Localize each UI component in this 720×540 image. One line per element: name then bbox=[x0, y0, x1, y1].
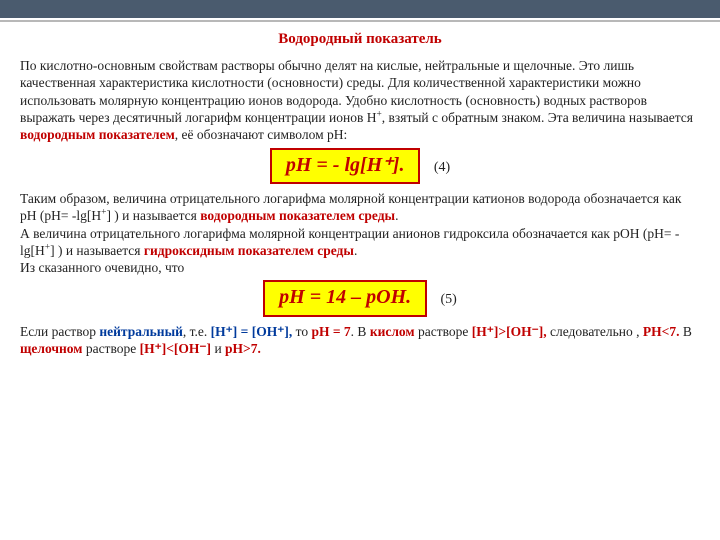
term-acidic: кислом bbox=[370, 324, 415, 339]
formula-ph-definition: pH = - lg[H⁺]. bbox=[270, 148, 421, 185]
text: Если раствор bbox=[20, 324, 99, 339]
equation-number-4: (4) bbox=[434, 159, 450, 177]
text: , взятый с обратным знаком. Эта величина… bbox=[382, 110, 693, 125]
text: и bbox=[211, 341, 225, 356]
text: . bbox=[395, 208, 398, 223]
term-vodorodnym-pokazatelem: водородным показателем bbox=[20, 127, 175, 142]
title: Водородный показатель bbox=[20, 30, 700, 49]
text: ] ) и называется bbox=[106, 208, 200, 223]
formula-row-1: pH = - lg[H⁺]. (4) bbox=[20, 148, 700, 185]
eq-h-oh: [H⁺] = [OH⁺], bbox=[211, 324, 293, 339]
eq-ph-gt7: pH>7. bbox=[225, 341, 261, 356]
term-neutral: нейтральный bbox=[99, 324, 183, 339]
para-intro: По кислотно-основным свойствам растворы … bbox=[20, 57, 700, 143]
text: , т.е. bbox=[183, 324, 211, 339]
equation-number-5: (5) bbox=[441, 291, 457, 309]
para-poh-meaning: А величина отрицательного логарифма моля… bbox=[20, 225, 700, 260]
term-gidroksidnym-pokazatelem-sredy: гидроксидным показателем среды bbox=[144, 243, 354, 258]
text: ] ) и называется bbox=[50, 243, 144, 258]
formula-row-2: pH = 14 – pOH. (5) bbox=[20, 280, 700, 317]
eq-ph-lt7: PH<7. bbox=[643, 324, 680, 339]
text: , её обозначают символом pH: bbox=[175, 127, 347, 142]
text: . В bbox=[351, 324, 370, 339]
header-band bbox=[0, 0, 720, 18]
text: то bbox=[292, 324, 311, 339]
text: растворе bbox=[82, 341, 139, 356]
text: растворе bbox=[415, 324, 472, 339]
term-vodorodnym-pokazatelem-sredy: водородным показателем среды bbox=[200, 208, 395, 223]
document-body: Водородный показатель По кислотно-основн… bbox=[0, 22, 720, 358]
term-basic: щелочном bbox=[20, 341, 82, 356]
para-cases: Если раствор нейтральный, т.е. [H⁺] = [O… bbox=[20, 323, 700, 358]
text: . bbox=[354, 243, 357, 258]
formula-ph-poh-relation: pH = 14 – pOH. bbox=[263, 280, 427, 317]
para-ph-meaning: Таким образом, величина отрицательного л… bbox=[20, 190, 700, 225]
eq-h-gt-oh: [H⁺]>[OH⁻], bbox=[472, 324, 547, 339]
eq-ph7: pH = 7 bbox=[311, 324, 350, 339]
text: следовательно , bbox=[547, 324, 643, 339]
para-conclusion-lead: Из сказанного очевидно, что bbox=[20, 259, 700, 276]
eq-h-lt-oh: [H⁺]<[OH⁻] bbox=[140, 341, 211, 356]
text: В bbox=[679, 324, 691, 339]
